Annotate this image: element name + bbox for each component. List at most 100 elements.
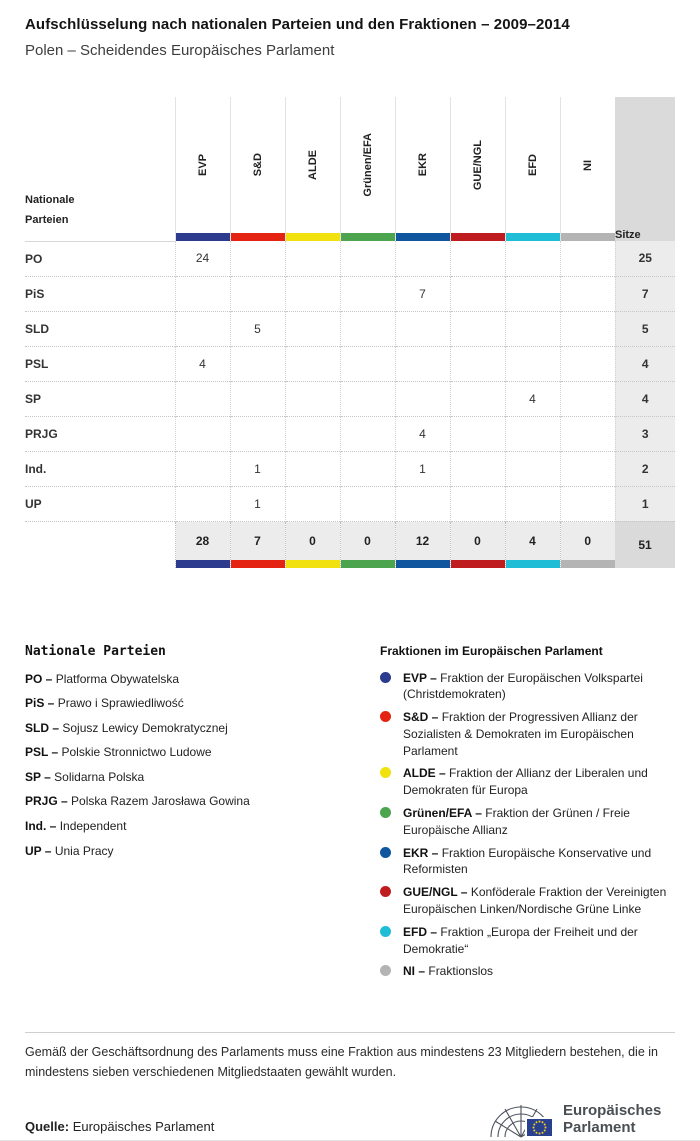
group-code: EFD –: [403, 924, 438, 939]
group-color-dot: [380, 965, 391, 977]
column-label: EFD: [526, 154, 539, 176]
source-line: Quelle: Europäisches Parlament: [25, 1119, 215, 1140]
party-name: Prawo i Sprawiedliwość: [57, 696, 184, 711]
column-label: S&D: [251, 153, 264, 177]
value-cell: [504, 241, 560, 276]
source-name: Europäisches Parlament: [72, 1119, 215, 1134]
group-legend-item: EVP – Fraktion der Europäischen Volkspar…: [380, 670, 675, 704]
source-label: Quelle:: [25, 1119, 70, 1134]
party-legend-item: PSL – Polskie Stronnictwo Ludowe: [25, 745, 380, 761]
value-cell: [449, 450, 505, 486]
party-legend-item: PRJG – Polska Razem Jarosława Gowina: [25, 794, 380, 810]
group-color-bar: [285, 232, 340, 241]
value-cell: [394, 380, 450, 416]
total-cell: 0: [339, 520, 395, 568]
group-color-bar: [230, 559, 285, 568]
group-code: Grünen/EFA –: [403, 806, 482, 821]
column-label: Grünen/EFA: [361, 133, 374, 197]
group-color-bar: [175, 232, 230, 241]
footer-row: Quelle: Europäisches Parlament: [25, 1096, 675, 1140]
value-cell: [339, 241, 395, 276]
value-cell: [174, 275, 230, 311]
party-name-cell: SP: [25, 380, 175, 416]
party-name: Unia Pracy: [54, 843, 114, 858]
group-description: Konföderale Fraktion der Vereinigten Eur…: [403, 885, 667, 917]
total-cell: 0: [449, 520, 505, 568]
party-legend-item: UP – Unia Pracy: [25, 844, 380, 860]
party-legend-item: Ind. – Independent: [25, 819, 380, 835]
group-legend-item: GUE/NGL – Konföderale Fraktion der Verei…: [380, 884, 675, 918]
table-body: PO 24 25 PiS 7 7 SLD 5 5 PSL 4 4 SP 4 4 PRJG 4 3 Ind. 1 1 2 UP…: [25, 241, 675, 521]
table-row: SP 4 4: [25, 380, 675, 416]
total-value: 28: [175, 521, 230, 560]
value-cell: [449, 310, 505, 346]
party-code: UP –: [25, 843, 52, 858]
seats-cell: 4: [614, 345, 675, 381]
value-cell: [284, 415, 340, 451]
party-code: PiS –: [25, 696, 55, 711]
value-cell: [449, 241, 505, 276]
party-code: SLD –: [25, 720, 60, 735]
page-subtitle: Polen – Scheidendes Europäisches Parlame…: [25, 42, 335, 59]
value-cell: [449, 275, 505, 311]
column-header-NI: NI: [559, 97, 615, 241]
value-cell: [284, 450, 340, 486]
party-name: Platforma Obywatelska: [55, 671, 180, 686]
hemicycle-flag-icon: [490, 1105, 554, 1138]
group-color-bar: [450, 233, 505, 241]
group-description: Fraktion der Allianz der Liberalen und D…: [403, 766, 648, 798]
eu-parliament-logo: Europäisches Parlament: [488, 1096, 675, 1140]
value-cell: 4: [504, 380, 560, 416]
column-header-EVP: EVP: [174, 97, 230, 241]
party-name-cell: PSL: [25, 345, 175, 381]
column-header-cell: S&D: [230, 97, 285, 241]
group-description: Fraktionslos: [428, 964, 494, 979]
value-cell: [339, 380, 395, 416]
party-name-cell: PO: [25, 251, 43, 266]
value-cell: [504, 450, 560, 486]
column-header-GUE/NGL: GUE/NGL: [449, 97, 505, 241]
column-header-cell: EFD: [505, 97, 560, 241]
group-code: GUE/NGL –: [403, 885, 468, 900]
value-cell: [394, 310, 450, 346]
value-cell: 1: [229, 450, 285, 486]
legend-section: Nationale Parteien PO – Platforma Obywat…: [25, 644, 675, 987]
row-axis-header: Nationale Parteien: [25, 97, 175, 242]
group-color-bar: [560, 233, 615, 241]
party-name: Sojusz Lewicy Demokratycznej: [62, 720, 228, 735]
group-color-dot: [380, 807, 391, 819]
group-color-dot: [380, 767, 391, 779]
value-cell: 1: [394, 450, 450, 486]
value-cell: [174, 310, 230, 346]
value-cell: [449, 485, 505, 521]
group-code: EVP –: [403, 670, 437, 685]
value-cell: [504, 310, 560, 346]
total-cell: 4: [504, 520, 560, 568]
group-color-dot: [380, 671, 391, 683]
value-cell: [284, 380, 340, 416]
party-legend-item: SP – Solidarna Polska: [25, 770, 380, 786]
value-cell: [339, 310, 395, 346]
group-legend-item: ALDE – Fraktion der Allianz der Liberale…: [380, 765, 675, 799]
groups-legend-title: Fraktionen im Europäischen Parlament: [380, 643, 603, 658]
party-code: PRJG –: [25, 794, 68, 809]
party-name-cell: PiS: [25, 275, 175, 311]
party-name: Solidarna Polska: [54, 769, 145, 784]
party-name-cell: PRJG: [25, 415, 175, 451]
value-cell: [229, 275, 285, 311]
seats-total-cell: 51: [615, 520, 675, 568]
group-color-dot: [380, 711, 391, 723]
party-name: Polska Razem Jarosława Gowina: [71, 794, 250, 809]
group-legend-item: NI – Fraktionslos: [380, 963, 675, 980]
value-cell: [449, 415, 505, 451]
value-cell: [229, 415, 285, 451]
value-cell: 1: [229, 485, 285, 521]
total-cell: 7: [229, 520, 285, 568]
seats-cell: 5: [614, 310, 675, 346]
group-color-bar: [395, 559, 450, 568]
group-description: Fraktion der Grünen / Freie Europäische …: [403, 806, 630, 837]
value-cell: [504, 415, 560, 451]
group-color-bar: [560, 559, 615, 568]
group-description: Fraktion der Europäischen Volkspartei (C…: [403, 670, 643, 702]
value-cell: 4: [394, 415, 450, 451]
